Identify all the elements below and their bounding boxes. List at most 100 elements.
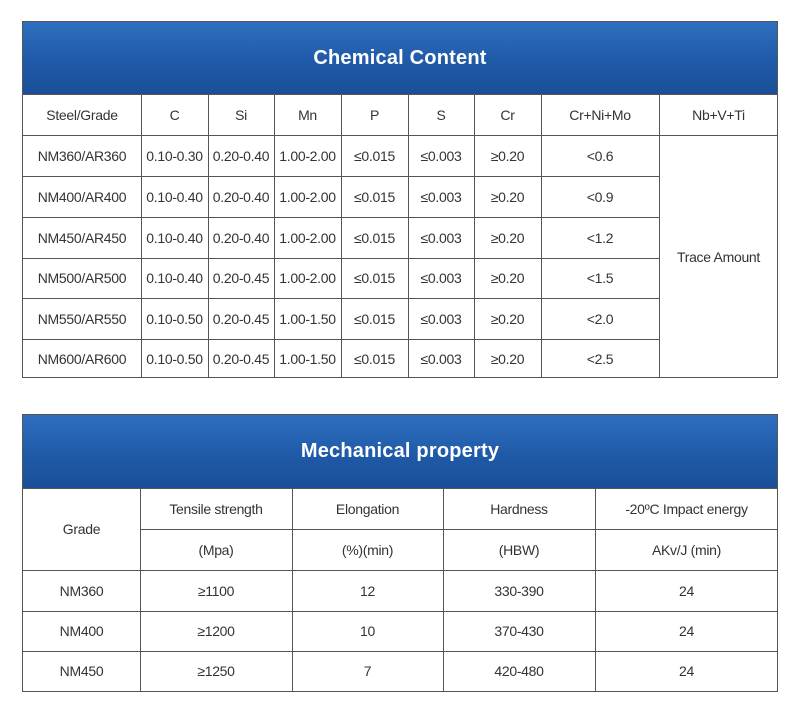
- grade-cell: NM400/AR400: [37, 188, 127, 205]
- table-cell: 0.20-0.40: [212, 147, 270, 164]
- table-cell: ≤0.003: [420, 310, 462, 327]
- table-cell: ≤0.015: [354, 188, 395, 205]
- header-cell: Mn: [298, 106, 317, 123]
- table-cell: <1.2: [586, 229, 614, 246]
- table-cell: 0.10-0.50: [146, 310, 203, 327]
- unit-cell: AKv/J (min): [651, 541, 722, 558]
- column-divider: [292, 488, 293, 691]
- table-cell: 1.00-1.50: [279, 310, 336, 327]
- column-divider: [474, 94, 475, 378]
- row-divider: [23, 570, 778, 571]
- header-cell: Nb+V+Ti: [692, 106, 745, 123]
- grade-cell: NM600/AR600: [37, 350, 127, 367]
- table-cell: 24: [679, 582, 694, 599]
- grade-cell: NM360: [59, 582, 104, 599]
- table-cell: <0.9: [586, 188, 614, 205]
- row-divider: [23, 611, 778, 612]
- table-cell: 1.00-2.00: [279, 147, 336, 164]
- table-cell: 10: [360, 623, 375, 639]
- table-cell: <0.6: [586, 147, 614, 164]
- table-cell: ≤0.003: [420, 147, 462, 164]
- header-cell: Si: [235, 106, 247, 123]
- table-cell: 0.10-0.50: [146, 350, 203, 367]
- header-cell: S: [436, 106, 446, 123]
- column-divider: [541, 94, 542, 378]
- row-divider: [23, 135, 778, 136]
- column-divider: [595, 488, 596, 691]
- mechanical-property-title: Mechanical property: [23, 415, 777, 488]
- table-cell: 12: [360, 582, 375, 599]
- table-cell: ≤0.003: [420, 188, 462, 205]
- table-cell: 330-390: [494, 582, 544, 599]
- grade-cell: NM550/AR550: [37, 310, 127, 327]
- header-cell: Tensile strength: [169, 500, 263, 517]
- grade-cell: NM360/AR360: [37, 147, 127, 164]
- table-cell: 1.00-2.00: [279, 270, 336, 286]
- table-cell: 1.00-1.50: [279, 350, 336, 367]
- table-cell: 0.20-0.45: [212, 270, 270, 286]
- table-cell: <2.5: [586, 350, 614, 367]
- header-cell: -20ºC Impact energy: [625, 500, 748, 517]
- table-cell: 0.20-0.40: [212, 188, 270, 205]
- grade-cell: NM450: [59, 663, 104, 679]
- header-cell: Steel/Grade: [46, 106, 118, 123]
- table-cell: ≥0.20: [490, 229, 525, 246]
- header-cell: Hardness: [490, 500, 548, 517]
- header-cell: P: [369, 106, 380, 123]
- column-divider: [341, 94, 342, 378]
- chemical-content-title: Chemical Content: [23, 22, 777, 94]
- table-cell: ≥1100: [197, 582, 235, 599]
- table-cell: ≤0.003: [420, 229, 462, 246]
- grade-cell: NM400: [59, 623, 104, 639]
- table-cell: 0.20-0.45: [212, 310, 270, 327]
- table-cell: ≤0.015: [354, 350, 395, 367]
- row-divider: [23, 488, 778, 489]
- unit-cell: (HBW): [498, 541, 540, 558]
- table-cell: ≥1200: [197, 623, 235, 639]
- column-divider: [141, 94, 142, 378]
- grade-cell: NM450/AR450: [37, 229, 127, 246]
- table-cell: ≥0.20: [490, 147, 525, 164]
- table-cell: ≥1250: [197, 663, 235, 679]
- table-cell: 24: [679, 663, 694, 679]
- row-divider: [23, 651, 778, 652]
- table-cell: ≥0.20: [490, 188, 525, 205]
- table-cell: 0.20-0.45: [212, 350, 270, 367]
- table-cell: 420-480: [494, 663, 544, 679]
- table-cell: ≤0.015: [354, 270, 395, 286]
- trace-amount-cell: Trace Amount: [676, 248, 761, 265]
- chemical-content-table: Chemical Content Steel/Grade C Si Mn P S Cr Cr+…: [22, 21, 778, 378]
- table-cell: 1.00-2.00: [279, 188, 336, 205]
- table-cell: 7: [363, 663, 372, 679]
- column-divider: [408, 94, 409, 378]
- table-cell: ≤0.015: [354, 229, 395, 246]
- table-cell: ≤0.015: [354, 147, 395, 164]
- table-cell: 0.10-0.40: [146, 188, 203, 205]
- unit-cell: (Mpa): [198, 541, 234, 558]
- table-cell: <2.0: [586, 310, 614, 327]
- row-divider: [23, 94, 778, 95]
- table-cell: 0.10-0.40: [146, 270, 203, 286]
- table-cell: 1.00-2.00: [279, 229, 336, 246]
- table-cell: 0.10-0.30: [146, 147, 203, 164]
- column-divider: [140, 488, 141, 691]
- header-cell: Cr: [500, 106, 515, 123]
- header-cell: Cr+Ni+Mo: [569, 106, 631, 123]
- table-cell: 370-430: [494, 623, 544, 639]
- grade-header-cell: Grade: [62, 521, 101, 537]
- table-cell: ≥0.20: [490, 350, 525, 367]
- header-cell: Elongation: [335, 500, 400, 517]
- unit-cell: (%)(min): [341, 541, 394, 558]
- table-cell: 0.20-0.40: [212, 229, 270, 246]
- table-cell: ≥0.20: [490, 270, 525, 286]
- column-divider: [443, 488, 444, 691]
- column-divider: [208, 94, 209, 378]
- row-divider: [140, 529, 778, 530]
- table-cell: ≤0.003: [420, 350, 462, 367]
- column-divider: [274, 94, 275, 378]
- mechanical-property-table: Mechanical property Grade Tensile strengt…: [22, 414, 778, 692]
- table-cell: 0.10-0.40: [146, 229, 203, 246]
- table-cell: ≤0.015: [354, 310, 395, 327]
- table-cell: ≥0.20: [490, 310, 525, 327]
- column-divider: [659, 94, 660, 378]
